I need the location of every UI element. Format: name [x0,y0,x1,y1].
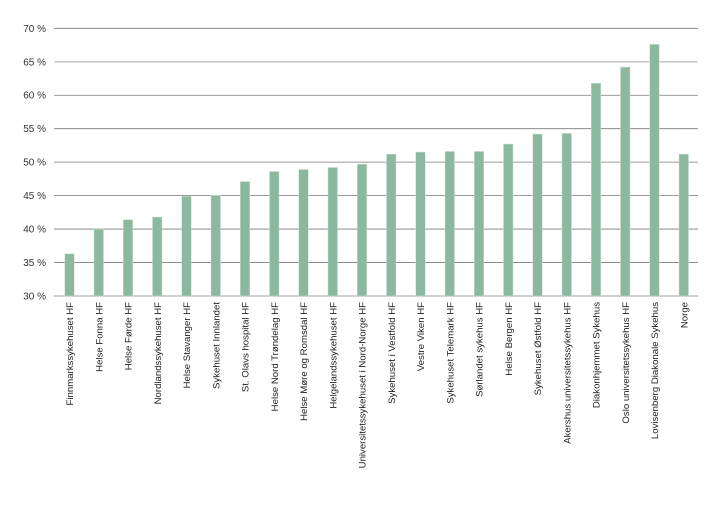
x-tick-label: Universitetssykehuset i Nord-Norge HF [358,302,369,468]
x-tick-label: Helse Stavanger HF [182,302,193,389]
bar [327,167,338,297]
y-axis-ticks: 30 % 35 % 40 % 45 % 50 % 55 % 60 % 65 % 70 % [23,24,46,303]
bar [620,66,631,297]
x-tick-label: Akershus universitetssykehus HF [562,302,573,444]
x-tick-label: Sykehuset i Vestfold HF [387,302,398,404]
bar [210,195,221,297]
bar [93,228,104,297]
bar [357,163,367,297]
y-tick-label: 40 % [23,225,46,236]
x-tick-label: Helse Nord Trøndelag HF [270,302,281,411]
bars [64,44,689,297]
bar [591,82,601,297]
x-tick-label: Helse Møre og Romsdal HF [299,302,310,421]
bar [415,151,426,297]
x-axis-labels: Finnmarkssykehuset HF Helse Fonna HF Helse… [65,302,690,469]
x-tick-label: Sykehuset Innlandet [211,302,222,389]
bar [532,133,543,297]
bar [269,171,280,297]
x-tick-label: Helgelandssykehuset HF [328,302,339,409]
x-tick-label: Oslo universitetssykehus HF [621,302,632,424]
bar [386,153,397,297]
bar [64,253,75,297]
bar [181,196,192,297]
gridlines [54,27,698,297]
bar [152,216,163,297]
bar [561,133,572,297]
x-tick-label: Finnmarkssykehuset HF [65,302,76,406]
x-tick-label: Norge [679,302,690,328]
x-tick-label: Helse Fonna HF [94,302,105,372]
x-tick-label: St. Olavs hospital HF [241,302,252,392]
y-tick-label: 55 % [23,124,46,135]
y-tick-label: 45 % [23,191,46,202]
bar [474,151,484,297]
x-tick-label: Sykehuset Østfold HF [533,302,544,395]
x-tick-label: Lovisenberg Diakonale Sykehus [650,302,661,439]
x-tick-label: Sykehuset Telemark HF [445,302,456,404]
y-tick-label: 70 % [23,24,46,35]
y-tick-label: 65 % [23,57,46,68]
bar [123,219,133,297]
bar [298,169,309,297]
bar [240,181,250,297]
y-tick-label: 50 % [23,158,46,169]
y-tick-label: 30 % [23,292,46,303]
bar [649,44,660,297]
y-tick-label: 35 % [23,258,46,269]
y-tick-label: 60 % [23,91,46,102]
bar [678,153,689,297]
x-tick-label: Helse Førde HF [124,302,135,370]
bar [503,143,514,297]
x-tick-label: Helse Bergen HF [504,302,515,376]
x-tick-label: Nordlandssykehuset HF [153,302,164,405]
x-tick-label: Diakonhjemmet Sykehus [592,302,603,408]
x-tick-label: Vestre Viken HF [416,302,427,371]
bar [444,151,455,297]
x-tick-label: Sørlandet sykehus HF [475,302,486,397]
